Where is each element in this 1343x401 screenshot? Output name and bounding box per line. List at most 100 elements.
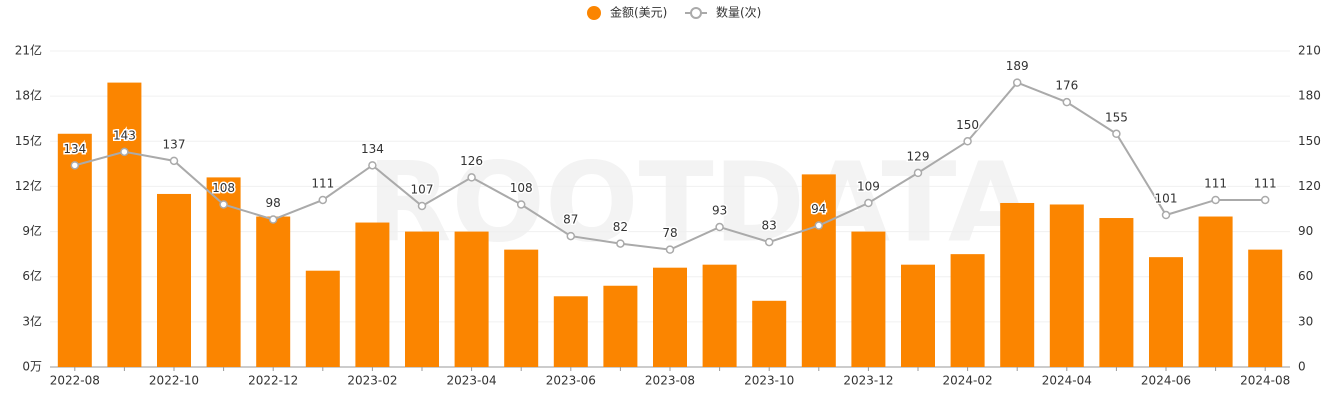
data-label: 94 bbox=[811, 202, 826, 216]
y-tick-label: 12亿 bbox=[15, 178, 42, 193]
x-tick-label: 2023-12 bbox=[843, 374, 893, 388]
y2-tick-label: 150 bbox=[1298, 134, 1321, 148]
bar bbox=[256, 216, 291, 367]
x-tick-label: 2022-12 bbox=[248, 374, 298, 388]
data-label: 155 bbox=[1105, 110, 1128, 124]
x-tick-label: 2023-10 bbox=[744, 374, 794, 388]
data-label: 83 bbox=[762, 219, 777, 233]
bar bbox=[702, 264, 737, 367]
y-tick-label: 15亿 bbox=[15, 133, 42, 148]
data-label: 93 bbox=[712, 204, 727, 218]
bar bbox=[1099, 218, 1134, 367]
data-label: 101 bbox=[1155, 192, 1178, 206]
legend-marker bbox=[587, 6, 601, 20]
bar bbox=[206, 177, 241, 367]
y-tick-label: 6亿 bbox=[22, 268, 42, 283]
y-tick-label: 18亿 bbox=[15, 88, 42, 103]
line-point bbox=[1161, 210, 1171, 220]
data-label: 111 bbox=[1204, 176, 1227, 190]
bar bbox=[901, 264, 935, 367]
y-tick-label: 21亿 bbox=[15, 43, 42, 58]
line-point bbox=[516, 200, 526, 209]
y2-tick-label: 0 bbox=[1298, 360, 1306, 374]
x-tick-label: 2024-02 bbox=[943, 374, 993, 388]
bar bbox=[851, 231, 886, 367]
bar bbox=[157, 193, 191, 367]
line-point bbox=[913, 168, 923, 178]
line-point bbox=[219, 200, 228, 209]
data-label: 143 bbox=[113, 128, 136, 142]
line-point bbox=[169, 156, 179, 166]
data-label: 189 bbox=[1006, 59, 1029, 73]
data-label: 134 bbox=[63, 142, 86, 156]
data-label: 78 bbox=[662, 226, 677, 240]
line-point bbox=[1211, 195, 1220, 205]
legend-marker bbox=[690, 7, 702, 19]
data-label: 126 bbox=[460, 154, 483, 168]
line-point bbox=[963, 137, 972, 146]
y2-tick-label: 60 bbox=[1298, 269, 1313, 283]
bar bbox=[405, 231, 439, 367]
data-label: 87 bbox=[563, 213, 578, 227]
line-point bbox=[467, 173, 476, 182]
y2-tick-label: 120 bbox=[1298, 179, 1321, 193]
line-point bbox=[764, 237, 774, 247]
x-tick-label: 2024-08 bbox=[1240, 374, 1290, 388]
line-point bbox=[616, 239, 625, 248]
bar bbox=[355, 222, 390, 367]
data-label: 82 bbox=[613, 220, 628, 234]
data-label: 111 bbox=[1254, 176, 1277, 190]
data-label: 176 bbox=[1055, 79, 1078, 93]
data-label: 109 bbox=[857, 179, 880, 193]
bar bbox=[1198, 216, 1233, 367]
bar bbox=[553, 296, 588, 367]
line-point bbox=[715, 222, 724, 232]
line-point bbox=[864, 198, 873, 208]
x-tick-label: 2022-10 bbox=[149, 374, 199, 388]
bar bbox=[1248, 249, 1283, 367]
x-tick-label: 2022-08 bbox=[50, 374, 100, 388]
data-label: 111 bbox=[311, 176, 334, 190]
x-tick-label: 2024-04 bbox=[1042, 374, 1092, 388]
bar bbox=[454, 231, 489, 367]
line-point bbox=[665, 245, 675, 254]
x-tick-label: 2023-04 bbox=[447, 374, 497, 388]
y-tick-label: 0万 bbox=[22, 360, 42, 374]
data-label: 129 bbox=[907, 149, 930, 163]
legend-label: 金额(美元) bbox=[610, 5, 667, 20]
legend-label: 数量(次) bbox=[716, 5, 761, 20]
data-label: 137 bbox=[163, 137, 186, 151]
line-point bbox=[120, 147, 129, 157]
line-point bbox=[1112, 129, 1121, 139]
line-point bbox=[1062, 97, 1072, 107]
data-label: 108 bbox=[510, 181, 533, 195]
bar bbox=[1149, 257, 1183, 367]
line-point bbox=[1012, 78, 1022, 87]
x-tick-label: 2023-08 bbox=[645, 374, 695, 388]
line-point bbox=[368, 161, 377, 170]
y2-tick-label: 180 bbox=[1298, 89, 1321, 103]
line-point bbox=[318, 195, 328, 205]
bar bbox=[801, 174, 836, 367]
line-point bbox=[268, 215, 278, 224]
bar bbox=[1000, 202, 1035, 367]
line-point bbox=[1260, 195, 1270, 205]
x-tick-label: 2023-02 bbox=[347, 374, 397, 388]
bar bbox=[653, 267, 687, 367]
line-point bbox=[814, 221, 824, 230]
data-label: 108 bbox=[212, 181, 235, 195]
bar bbox=[950, 254, 985, 367]
bar bbox=[305, 270, 340, 367]
y-tick-label: 3亿 bbox=[22, 313, 42, 328]
x-tick-label: 2024-06 bbox=[1141, 374, 1191, 388]
bar bbox=[1049, 204, 1084, 367]
data-label: 107 bbox=[411, 182, 434, 196]
y-tick-label: 9亿 bbox=[22, 223, 42, 238]
y2-tick-label: 30 bbox=[1298, 314, 1313, 328]
bar bbox=[603, 285, 638, 367]
x-tick-label: 2023-06 bbox=[546, 374, 596, 388]
data-label: 98 bbox=[266, 196, 281, 210]
y2-tick-label: 90 bbox=[1298, 224, 1313, 238]
line-point bbox=[566, 231, 576, 241]
